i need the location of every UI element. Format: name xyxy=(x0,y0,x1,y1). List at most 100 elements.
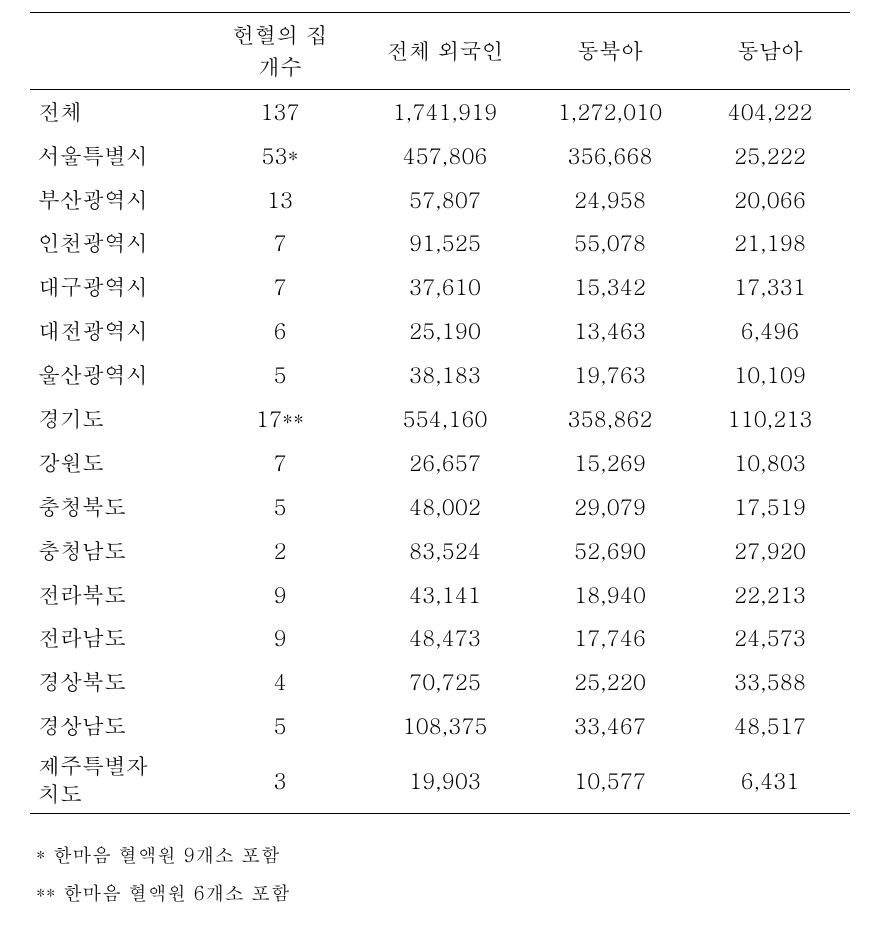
region-label: 울산광역시 xyxy=(30,353,200,397)
table-row: 경상남도5108,37533,46748,517 xyxy=(30,704,850,748)
value-cell: 38,183 xyxy=(360,353,530,397)
value-cell: 24,958 xyxy=(530,178,690,222)
value-cell: 5 xyxy=(200,485,360,529)
value-cell: 7 xyxy=(200,265,360,309)
value-cell: 27,920 xyxy=(690,529,850,573)
region-label: 인천광역시 xyxy=(30,221,200,265)
value-cell: 15,269 xyxy=(530,441,690,485)
value-cell: 91,525 xyxy=(360,221,530,265)
header-cell-southeast-asia: 동남아 xyxy=(690,13,850,90)
region-label: 강원도 xyxy=(30,441,200,485)
value-cell: 4 xyxy=(200,660,360,704)
value-cell: 17,519 xyxy=(690,485,850,529)
value-cell: 10,577 xyxy=(530,748,690,814)
value-cell: 22,213 xyxy=(690,573,850,617)
region-label: 경상북도 xyxy=(30,660,200,704)
value-cell: 358,862 xyxy=(530,397,690,441)
value-cell: 19,903 xyxy=(360,748,530,814)
region-label: 충청남도 xyxy=(30,529,200,573)
value-cell: 7 xyxy=(200,221,360,265)
value-cell: 137 xyxy=(200,89,360,133)
table-row: 서울특별시53*457,806356,66825,222 xyxy=(30,134,850,178)
value-cell: 1,272,010 xyxy=(530,89,690,133)
table-row: 전체1371,741,9191,272,010404,222 xyxy=(30,89,850,133)
value-cell: 18,940 xyxy=(530,573,690,617)
table-row: 경기도17**554,160358,862110,213 xyxy=(30,397,850,441)
value-cell: 17,331 xyxy=(690,265,850,309)
footnotes: * 한마음 혈액원 9개소 포함 ** 한마음 혈액원 6개소 포함 xyxy=(30,836,843,912)
header-cell-total-foreigners: 전체 외국인 xyxy=(360,13,530,90)
value-cell: 10,109 xyxy=(690,353,850,397)
value-cell: 457,806 xyxy=(360,134,530,178)
value-cell: 2 xyxy=(200,529,360,573)
value-cell: 21,198 xyxy=(690,221,850,265)
data-table: 헌혈의 집 개수 전체 외국인 동북아 동남아 전체1371,741,9191,… xyxy=(30,12,850,814)
value-cell: 110,213 xyxy=(690,397,850,441)
value-cell: 17,746 xyxy=(530,616,690,660)
value-cell: 29,079 xyxy=(530,485,690,529)
region-label: 전라북도 xyxy=(30,573,200,617)
table-row: 제주특별자치도319,90310,5776,431 xyxy=(30,748,850,814)
region-label: 대전광역시 xyxy=(30,309,200,353)
value-cell: 9 xyxy=(200,616,360,660)
header-row: 헌혈의 집 개수 전체 외국인 동북아 동남아 xyxy=(30,13,850,90)
footnote-1: * 한마음 혈액원 9개소 포함 xyxy=(36,836,843,874)
value-cell: 13 xyxy=(200,178,360,222)
table-row: 대전광역시625,19013,4636,496 xyxy=(30,309,850,353)
value-cell: 13,463 xyxy=(530,309,690,353)
region-label: 서울특별시 xyxy=(30,134,200,178)
value-cell: 19,763 xyxy=(530,353,690,397)
region-label: 전체 xyxy=(30,89,200,133)
value-cell: 5 xyxy=(200,704,360,748)
value-cell: 17** xyxy=(200,397,360,441)
value-cell: 33,588 xyxy=(690,660,850,704)
value-cell: 48,473 xyxy=(360,616,530,660)
value-cell: 48,002 xyxy=(360,485,530,529)
header-cell-region xyxy=(30,13,200,90)
value-cell: 5 xyxy=(200,353,360,397)
value-cell: 33,467 xyxy=(530,704,690,748)
value-cell: 83,524 xyxy=(360,529,530,573)
value-cell: 52,690 xyxy=(530,529,690,573)
region-label: 부산광역시 xyxy=(30,178,200,222)
table-row: 충청북도548,00229,07917,519 xyxy=(30,485,850,529)
table-row: 전라북도943,14118,94022,213 xyxy=(30,573,850,617)
table-row: 울산광역시538,18319,76310,109 xyxy=(30,353,850,397)
table-row: 인천광역시791,52555,07821,198 xyxy=(30,221,850,265)
table-row: 부산광역시1357,80724,95820,066 xyxy=(30,178,850,222)
value-cell: 25,190 xyxy=(360,309,530,353)
region-label: 전라남도 xyxy=(30,616,200,660)
value-cell: 26,657 xyxy=(360,441,530,485)
value-cell: 1,741,919 xyxy=(360,89,530,133)
value-cell: 70,725 xyxy=(360,660,530,704)
value-cell: 43,141 xyxy=(360,573,530,617)
value-cell: 25,220 xyxy=(530,660,690,704)
footnote-2: ** 한마음 혈액원 6개소 포함 xyxy=(36,874,843,912)
value-cell: 108,375 xyxy=(360,704,530,748)
value-cell: 55,078 xyxy=(530,221,690,265)
header-cell-northeast-asia: 동북아 xyxy=(530,13,690,90)
region-label: 제주특별자치도 xyxy=(30,748,200,814)
table-row: 강원도726,65715,26910,803 xyxy=(30,441,850,485)
value-cell: 554,160 xyxy=(360,397,530,441)
value-cell: 24,573 xyxy=(690,616,850,660)
value-cell: 404,222 xyxy=(690,89,850,133)
table-row: 전라남도948,47317,74624,573 xyxy=(30,616,850,660)
value-cell: 3 xyxy=(200,748,360,814)
value-cell: 6 xyxy=(200,309,360,353)
region-label: 대구광역시 xyxy=(30,265,200,309)
value-cell: 15,342 xyxy=(530,265,690,309)
table-row: 충청남도283,52452,69027,920 xyxy=(30,529,850,573)
table-row: 경상북도470,72525,22033,588 xyxy=(30,660,850,704)
value-cell: 10,803 xyxy=(690,441,850,485)
value-cell: 57,807 xyxy=(360,178,530,222)
value-cell: 25,222 xyxy=(690,134,850,178)
value-cell: 9 xyxy=(200,573,360,617)
value-cell: 7 xyxy=(200,441,360,485)
value-cell: 356,668 xyxy=(530,134,690,178)
value-cell: 20,066 xyxy=(690,178,850,222)
value-cell: 6,431 xyxy=(690,748,850,814)
value-cell: 37,610 xyxy=(360,265,530,309)
table-row: 대구광역시737,61015,34217,331 xyxy=(30,265,850,309)
value-cell: 48,517 xyxy=(690,704,850,748)
